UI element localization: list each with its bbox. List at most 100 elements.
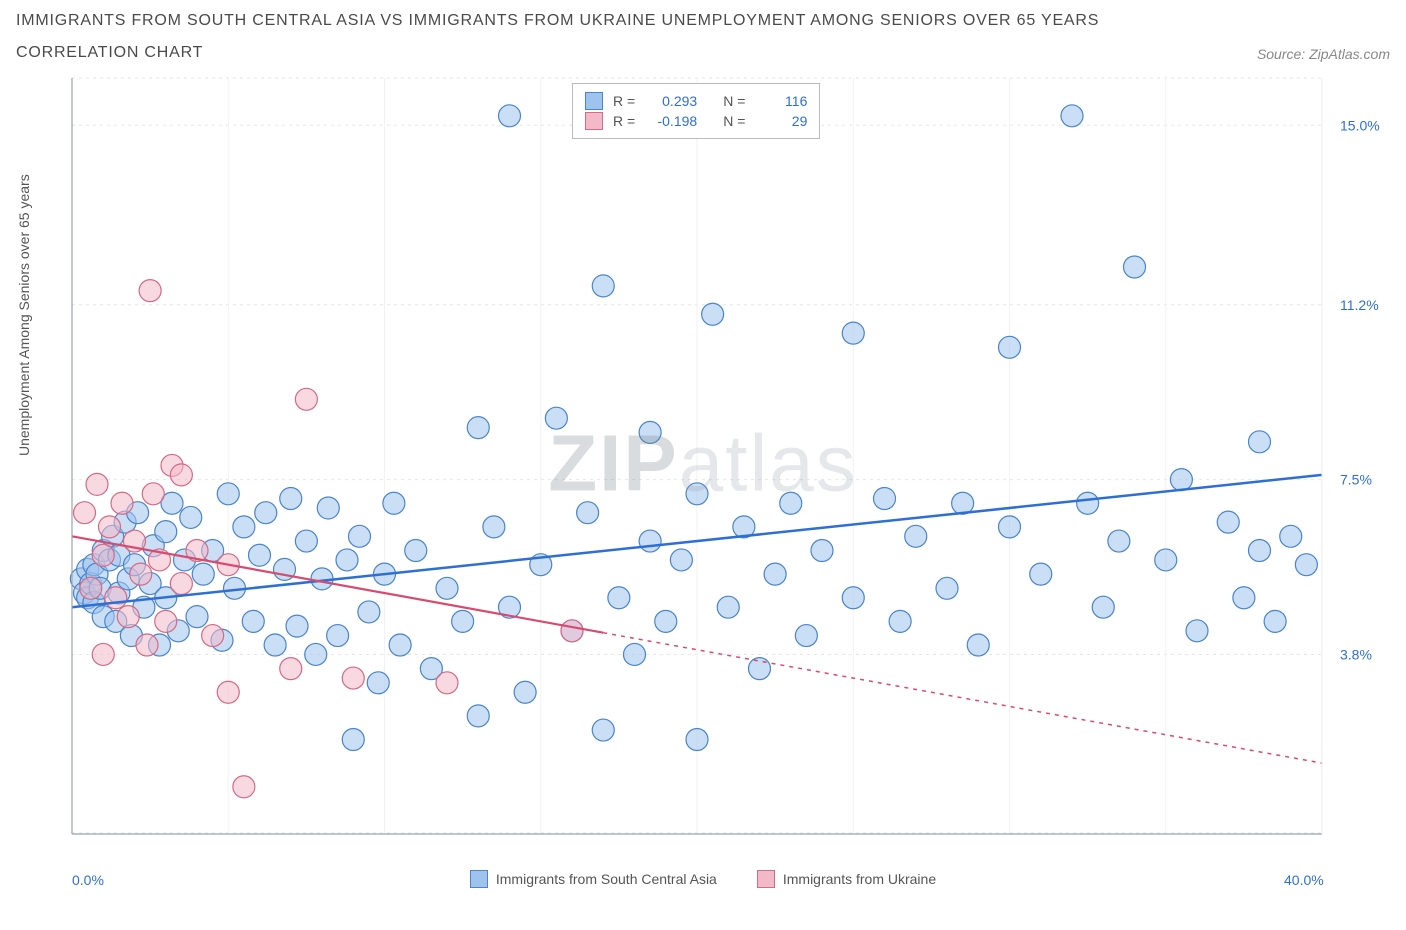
- y-axis-title: Unemployment Among Seniors over 65 years: [16, 174, 32, 456]
- data-point: [655, 610, 677, 632]
- data-point: [180, 506, 202, 528]
- data-point: [624, 643, 646, 665]
- data-point: [874, 488, 896, 510]
- data-point: [811, 540, 833, 562]
- data-point: [317, 497, 339, 519]
- data-point: [936, 577, 958, 599]
- legend-label: Immigrants from South Central Asia: [496, 871, 717, 887]
- data-point: [702, 303, 724, 325]
- data-point: [1108, 530, 1130, 552]
- data-point: [99, 516, 121, 538]
- data-point: [367, 672, 389, 694]
- data-point: [436, 672, 458, 694]
- data-point: [336, 549, 358, 571]
- data-point: [74, 502, 96, 524]
- n-label: N =: [723, 113, 745, 129]
- data-point: [217, 483, 239, 505]
- data-point: [92, 643, 114, 665]
- data-point: [749, 658, 771, 680]
- data-point: [342, 667, 364, 689]
- data-point: [764, 563, 786, 585]
- data-point: [1249, 540, 1271, 562]
- legend-swatch: [757, 870, 775, 888]
- legend-row-south_central_asia: R =0.293N =116: [585, 92, 807, 110]
- series-legend: 0.0% Immigrants from South Central Asia I…: [16, 870, 1390, 888]
- data-point: [999, 336, 1021, 358]
- data-point: [467, 705, 489, 727]
- data-point: [967, 634, 989, 656]
- chart-header: IMMIGRANTS FROM SOUTH CENTRAL ASIA VS IM…: [16, 12, 1390, 62]
- data-point: [1077, 492, 1099, 514]
- r-label: R =: [613, 113, 635, 129]
- legend-label: Immigrants from Ukraine: [783, 871, 936, 887]
- n-value: 29: [755, 113, 807, 129]
- data-point: [686, 483, 708, 505]
- data-point: [1264, 610, 1286, 632]
- data-point: [905, 525, 927, 547]
- data-point: [155, 610, 177, 632]
- n-label: N =: [723, 93, 745, 109]
- data-point: [1280, 525, 1302, 547]
- data-point: [1295, 554, 1317, 576]
- data-point: [170, 573, 192, 595]
- data-point: [295, 530, 317, 552]
- data-point: [561, 620, 583, 642]
- correlation-legend: R =0.293N =116R =-0.198N =29: [572, 83, 820, 139]
- legend-item-south_central_asia: Immigrants from South Central Asia: [470, 870, 717, 888]
- data-point: [717, 596, 739, 618]
- x-axis-max-label: 40.0%: [1284, 872, 1324, 888]
- data-point: [389, 634, 411, 656]
- data-point: [202, 625, 224, 647]
- data-point: [249, 544, 271, 566]
- data-point: [117, 606, 139, 628]
- data-point: [136, 634, 158, 656]
- data-point: [795, 625, 817, 647]
- data-point: [467, 417, 489, 439]
- data-point: [842, 322, 864, 344]
- data-point: [383, 492, 405, 514]
- legend-swatch: [585, 92, 603, 110]
- data-point: [349, 525, 371, 547]
- data-point: [639, 530, 661, 552]
- data-point: [483, 516, 505, 538]
- trend-line-ukraine-extrapolated: [603, 633, 1322, 763]
- data-point: [233, 516, 255, 538]
- data-point: [545, 407, 567, 429]
- data-point: [999, 516, 1021, 538]
- data-point: [452, 610, 474, 632]
- data-point: [780, 492, 802, 514]
- data-point: [280, 488, 302, 510]
- chart-canvas: 3.8%7.5%11.2%15.0%: [16, 68, 1390, 868]
- source-attribution: Source: ZipAtlas.com: [1257, 46, 1390, 62]
- data-point: [405, 540, 427, 562]
- data-point: [170, 464, 192, 486]
- y-tick-label: 3.8%: [1340, 646, 1372, 662]
- data-point: [1249, 431, 1271, 453]
- data-point: [295, 388, 317, 410]
- data-point: [139, 280, 161, 302]
- data-point: [92, 544, 114, 566]
- data-point: [142, 483, 164, 505]
- legend-swatch: [585, 112, 603, 130]
- legend-row-ukraine: R =-0.198N =29: [585, 112, 807, 130]
- data-point: [1092, 596, 1114, 618]
- legend-item-ukraine: Immigrants from Ukraine: [757, 870, 936, 888]
- data-point: [1061, 105, 1083, 127]
- x-axis-min-label: 0.0%: [72, 872, 104, 888]
- data-point: [1170, 469, 1192, 491]
- data-point: [1217, 511, 1239, 533]
- data-point: [280, 658, 302, 680]
- data-point: [358, 601, 380, 623]
- series-south_central_asia: [70, 105, 1317, 751]
- data-point: [242, 610, 264, 632]
- data-point: [233, 776, 255, 798]
- data-point: [592, 719, 614, 741]
- data-point: [514, 681, 536, 703]
- data-point: [86, 473, 108, 495]
- legend-swatch: [470, 870, 488, 888]
- data-point: [592, 275, 614, 297]
- data-point: [186, 606, 208, 628]
- data-point: [670, 549, 692, 571]
- r-label: R =: [613, 93, 635, 109]
- r-value: 0.293: [645, 93, 697, 109]
